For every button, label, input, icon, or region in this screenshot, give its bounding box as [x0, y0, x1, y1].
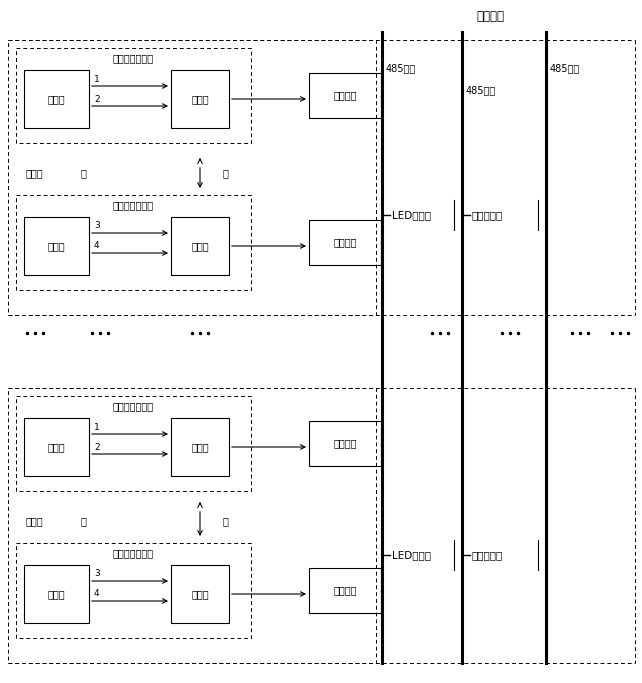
Text: LED显示屏: LED显示屏: [392, 210, 431, 220]
Text: 1: 1: [94, 74, 100, 83]
Text: 4: 4: [94, 589, 100, 598]
Text: 地址模块: 地址模块: [333, 238, 357, 247]
Text: 485总线: 485总线: [386, 63, 416, 73]
Text: 激光对射探测器: 激光对射探测器: [113, 200, 154, 210]
Text: 接收端: 接收端: [191, 94, 209, 104]
Text: 接收端: 接收端: [191, 589, 209, 599]
Text: 4: 4: [94, 242, 100, 251]
Text: 出入口: 出入口: [26, 168, 44, 178]
Text: 3: 3: [94, 570, 100, 579]
Text: 发射端: 发射端: [48, 241, 65, 251]
Text: 声光报警器: 声光报警器: [472, 550, 503, 560]
Text: 接收端: 接收端: [191, 442, 209, 452]
Text: 进: 进: [222, 168, 228, 178]
Text: 激光对射探测器: 激光对射探测器: [113, 401, 154, 411]
Text: 地址模块: 地址模块: [333, 91, 357, 100]
Text: 声光报警器: 声光报警器: [472, 210, 503, 220]
Text: 发射端: 发射端: [48, 442, 65, 452]
Text: 接收端: 接收端: [191, 241, 209, 251]
Text: 485总线: 485总线: [550, 63, 580, 73]
Text: LED显示屏: LED显示屏: [392, 550, 431, 560]
Text: 出: 出: [80, 168, 86, 178]
Text: 2: 2: [94, 443, 100, 451]
Text: 地址模块: 地址模块: [333, 438, 357, 449]
Text: 发射端: 发射端: [48, 94, 65, 104]
Text: 3: 3: [94, 221, 100, 230]
Text: 地址模块: 地址模块: [333, 585, 357, 596]
Text: 进: 进: [222, 516, 228, 526]
Text: 发射端: 发射端: [48, 589, 65, 599]
Text: 1: 1: [94, 423, 100, 432]
Text: 出入口: 出入口: [26, 516, 44, 526]
Text: 出: 出: [80, 516, 86, 526]
Text: 2: 2: [94, 94, 100, 104]
Text: 485总线: 485总线: [466, 85, 496, 95]
Text: 激光对射探测器: 激光对射探测器: [113, 53, 154, 63]
Text: 报警主机: 报警主机: [476, 10, 504, 23]
Text: 激光对射探测器: 激光对射探测器: [113, 548, 154, 558]
